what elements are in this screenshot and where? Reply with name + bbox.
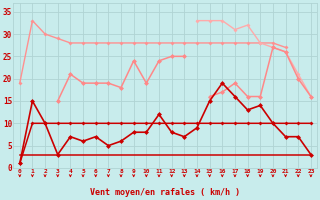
X-axis label: Vent moyen/en rafales ( km/h ): Vent moyen/en rafales ( km/h )	[90, 188, 240, 197]
